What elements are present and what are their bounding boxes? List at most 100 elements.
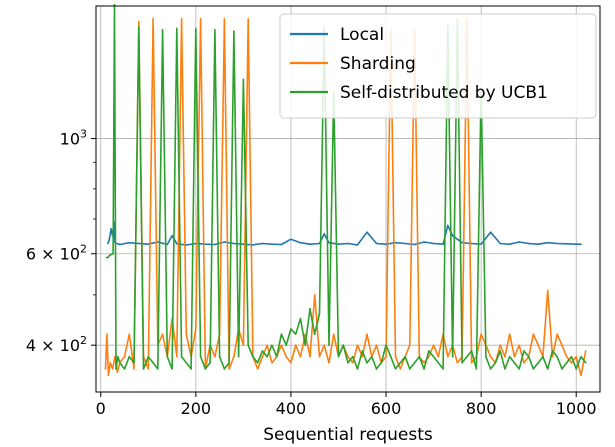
data-point: [584, 350, 587, 352]
data-point: [423, 241, 425, 243]
data-point: [247, 344, 249, 346]
data-point: [399, 361, 402, 364]
data-point: [356, 368, 359, 370]
data-point: [394, 368, 397, 370]
data-point: [480, 243, 482, 245]
data-point: [199, 18, 202, 20]
data-point: [461, 241, 463, 244]
data-point: [580, 355, 582, 358]
data-point: [413, 243, 416, 246]
data-point: [118, 361, 121, 364]
data-point: [111, 368, 114, 370]
data-point: [233, 30, 235, 32]
data-point: [366, 231, 368, 234]
x-axis-label: Sequential requests: [263, 425, 433, 445]
data-point: [565, 243, 568, 245]
data-point: [546, 289, 549, 292]
data-point: [180, 18, 183, 20]
data-point: [508, 333, 511, 335]
data-point: [328, 241, 330, 244]
data-point: [109, 233, 112, 235]
data-point: [361, 355, 364, 358]
data-point: [499, 344, 501, 346]
data-point: [128, 333, 131, 335]
data-point: [480, 333, 482, 335]
data-point: [532, 333, 535, 335]
data-point: [199, 355, 202, 358]
y-tick-exponent: 3: [80, 128, 87, 141]
data-point: [394, 355, 397, 358]
data-point: [133, 361, 135, 364]
data-point: [261, 242, 264, 245]
data-point: [110, 253, 113, 256]
data-point: [313, 294, 316, 296]
data-point: [347, 242, 349, 245]
data-point: [489, 231, 492, 234]
data-point: [489, 355, 492, 358]
x-tick-label: 200: [181, 399, 212, 418]
data-point: [556, 333, 559, 335]
data-point: [123, 368, 126, 370]
data-point: [185, 333, 188, 335]
data-point: [328, 361, 330, 364]
data-point: [546, 368, 549, 370]
data-point: [551, 350, 554, 352]
x-tick-label: 600: [371, 399, 402, 418]
data-point: [466, 355, 468, 358]
y-tick-times: × 10: [36, 336, 80, 355]
data-point: [565, 361, 568, 364]
data-point: [546, 241, 549, 244]
data-point: [527, 242, 530, 245]
data-point: [389, 355, 392, 358]
data-point: [107, 242, 109, 245]
data-point: [147, 368, 150, 370]
data-point: [513, 361, 516, 364]
data-point: [575, 355, 578, 358]
data-point: [366, 333, 368, 335]
data-point: [204, 243, 207, 245]
data-point: [309, 308, 311, 310]
data-point: [518, 368, 520, 370]
data-point: [242, 78, 245, 81]
data-point: [413, 361, 416, 364]
data-point: [104, 368, 107, 370]
data-point: [523, 361, 525, 364]
x-tick-label: 400: [276, 399, 307, 418]
data-point: [290, 328, 292, 330]
data-point: [214, 243, 216, 246]
data-point: [527, 355, 530, 358]
data-point: [380, 361, 383, 364]
data-point: [117, 355, 119, 358]
data-point: [280, 344, 283, 346]
data-point: [437, 355, 440, 358]
data-point: [342, 344, 345, 346]
data-point: [442, 368, 444, 370]
data-point: [351, 361, 354, 364]
data-point: [171, 234, 173, 237]
data-point: [309, 243, 311, 245]
data-point: [370, 355, 373, 358]
data-point: [242, 344, 245, 346]
series-line: [107, 221, 581, 246]
data-point: [499, 242, 501, 245]
data-point: [118, 243, 121, 246]
data-point: [223, 241, 226, 243]
data-point: [323, 233, 326, 235]
data-point: [128, 241, 131, 244]
x-tick-label: 800: [466, 399, 497, 418]
data-point: [418, 355, 421, 358]
data-point: [299, 355, 302, 358]
data-point: [252, 244, 254, 246]
data-point: [347, 355, 349, 358]
data-point: [147, 243, 150, 245]
data-point: [556, 355, 559, 358]
data-point: [161, 333, 164, 335]
data-point: [432, 242, 435, 245]
legend: Local Sharding Self-distributed by UCB1: [279, 13, 597, 119]
x-tick-label: 1000: [556, 399, 597, 418]
data-point: [504, 368, 506, 370]
data-point: [318, 355, 321, 358]
legend-label: Sharding: [340, 54, 416, 74]
legend-box: [279, 13, 597, 119]
